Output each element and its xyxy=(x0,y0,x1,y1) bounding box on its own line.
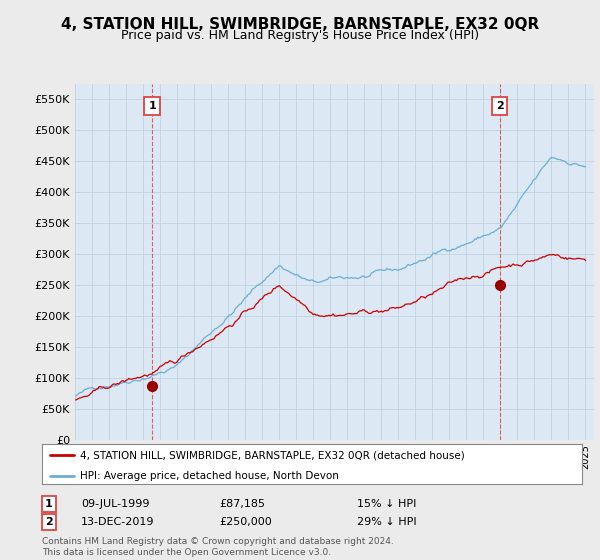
Text: 2: 2 xyxy=(496,101,503,111)
Text: Contains HM Land Registry data © Crown copyright and database right 2024.
This d: Contains HM Land Registry data © Crown c… xyxy=(42,537,394,557)
Text: Price paid vs. HM Land Registry's House Price Index (HPI): Price paid vs. HM Land Registry's House … xyxy=(121,29,479,42)
Text: £87,185: £87,185 xyxy=(219,499,265,509)
Text: 4, STATION HILL, SWIMBRIDGE, BARNSTAPLE, EX32 0QR: 4, STATION HILL, SWIMBRIDGE, BARNSTAPLE,… xyxy=(61,17,539,32)
Text: 09-JUL-1999: 09-JUL-1999 xyxy=(81,499,149,509)
Text: 15% ↓ HPI: 15% ↓ HPI xyxy=(357,499,416,509)
Text: HPI: Average price, detached house, North Devon: HPI: Average price, detached house, Nort… xyxy=(80,470,338,480)
Text: 2: 2 xyxy=(45,517,53,527)
Text: 29% ↓ HPI: 29% ↓ HPI xyxy=(357,517,416,527)
Text: 13-DEC-2019: 13-DEC-2019 xyxy=(81,517,155,527)
Text: 1: 1 xyxy=(148,101,156,111)
Text: £250,000: £250,000 xyxy=(219,517,272,527)
Text: 1: 1 xyxy=(45,499,53,509)
Text: 4, STATION HILL, SWIMBRIDGE, BARNSTAPLE, EX32 0QR (detached house): 4, STATION HILL, SWIMBRIDGE, BARNSTAPLE,… xyxy=(80,450,464,460)
